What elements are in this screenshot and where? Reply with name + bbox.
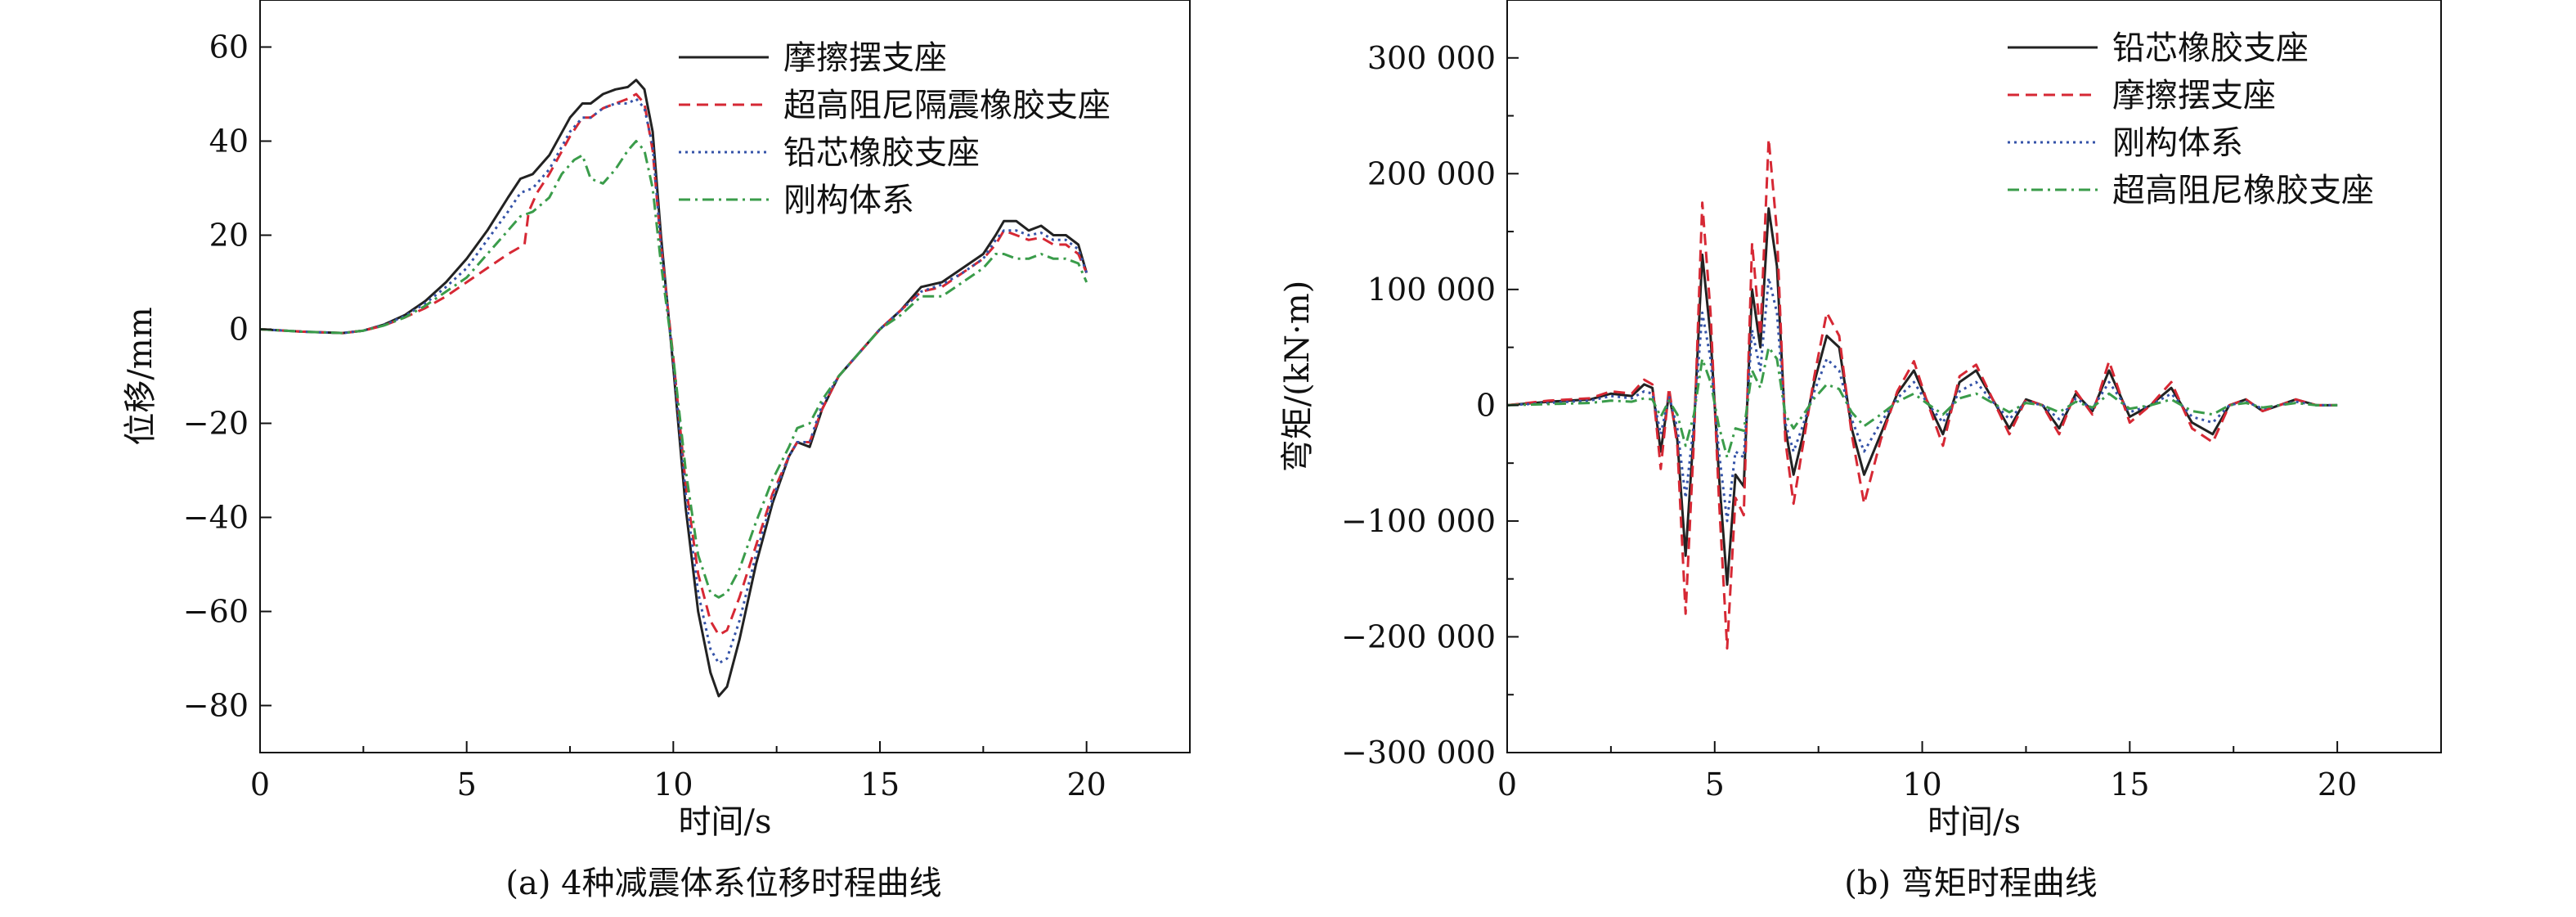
x-tick-label: 15 [860, 766, 900, 802]
y-tick-label: −100 000 [1341, 503, 1496, 539]
series-line-1 [259, 79, 1088, 698]
legend-label: 摩擦摆支座 [783, 39, 947, 77]
y-tick-label: −200 000 [1341, 618, 1496, 654]
chart-b-series-layer [1506, 137, 2338, 650]
series-line-3 [259, 97, 1088, 665]
y-tick-label: −60 [183, 594, 249, 630]
chart-a-tick-layer: 0 5 10 15 20 −80 −60 −40 −20 0 20 40 60 [183, 29, 1106, 803]
series-line-2 [259, 92, 1088, 636]
legend-label: 超高阻尼隔震橡胶支座 [783, 87, 1111, 124]
legend-label: 摩擦摆支座 [2112, 77, 2276, 115]
chart-a-series-layer [259, 79, 1088, 698]
y-tick-label: 0 [229, 312, 249, 348]
series-line-4 [259, 140, 1088, 599]
legend-label: 刚构体系 [783, 182, 914, 219]
series-line-3 [1506, 276, 2338, 523]
x-tick-label: 0 [1497, 766, 1517, 802]
chart-b-plot-frame [1506, 0, 2442, 753]
y-tick-label: 200 000 [1367, 155, 1496, 191]
chart-a-caption: (a) 4种减震体系位移时程曲线 [505, 865, 941, 902]
chart-b-bending-moment: 0 5 10 15 20 −300 000 −200 000 −100 000 0 100 000… [1279, 0, 2442, 902]
x-tick-label: 10 [1902, 766, 1941, 802]
series-line-4 [1506, 346, 2338, 459]
chart-a-y-axis-title: 位移/mm [122, 307, 159, 445]
chart-b-y-axis-title: 弯矩/(kN·m) [1279, 281, 1317, 473]
legend-label: 铅芯橡胶支座 [2112, 29, 2309, 67]
y-tick-label: 40 [209, 124, 249, 160]
chart-a-displacement: 0 5 10 15 20 −80 −60 −40 −20 0 20 40 60 时间/s 位移/mm 摩… [122, 0, 1191, 902]
chart-b-tick-layer: 0 5 10 15 20 −300 000 −200 000 −100 000 0 100 000… [1341, 40, 2357, 802]
series-line-2 [1506, 137, 2338, 650]
x-tick-label: 20 [1066, 766, 1106, 802]
y-tick-label: 60 [209, 29, 249, 65]
x-tick-label: 5 [1705, 766, 1725, 802]
x-tick-label: 10 [653, 766, 693, 802]
chart-a-plot-frame [259, 0, 1191, 753]
y-tick-label: −20 [183, 406, 249, 442]
chart-a-x-axis-title: 时间/s [678, 803, 771, 841]
x-tick-label: 5 [457, 766, 477, 802]
legend-label: 刚构体系 [2112, 124, 2243, 162]
y-tick-label: −300 000 [1341, 735, 1496, 771]
x-tick-label: 0 [250, 766, 270, 802]
chart-b-caption: (b) 弯矩时程曲线 [1844, 865, 2098, 902]
y-tick-label: 20 [209, 218, 249, 254]
series-line-1 [1506, 207, 2338, 587]
x-tick-label: 20 [2318, 766, 2357, 802]
y-tick-label: −40 [183, 500, 249, 536]
chart-b-x-axis-title: 时间/s [1928, 803, 2021, 841]
y-tick-label: −80 [183, 688, 249, 724]
y-tick-label: 100 000 [1367, 272, 1496, 308]
x-tick-label: 15 [2110, 766, 2149, 802]
y-tick-label: 300 000 [1367, 40, 1496, 76]
y-tick-label: 0 [1476, 387, 1496, 423]
legend-label: 超高阻尼橡胶支座 [2112, 172, 2374, 209]
legend-label: 铅芯橡胶支座 [783, 134, 980, 172]
